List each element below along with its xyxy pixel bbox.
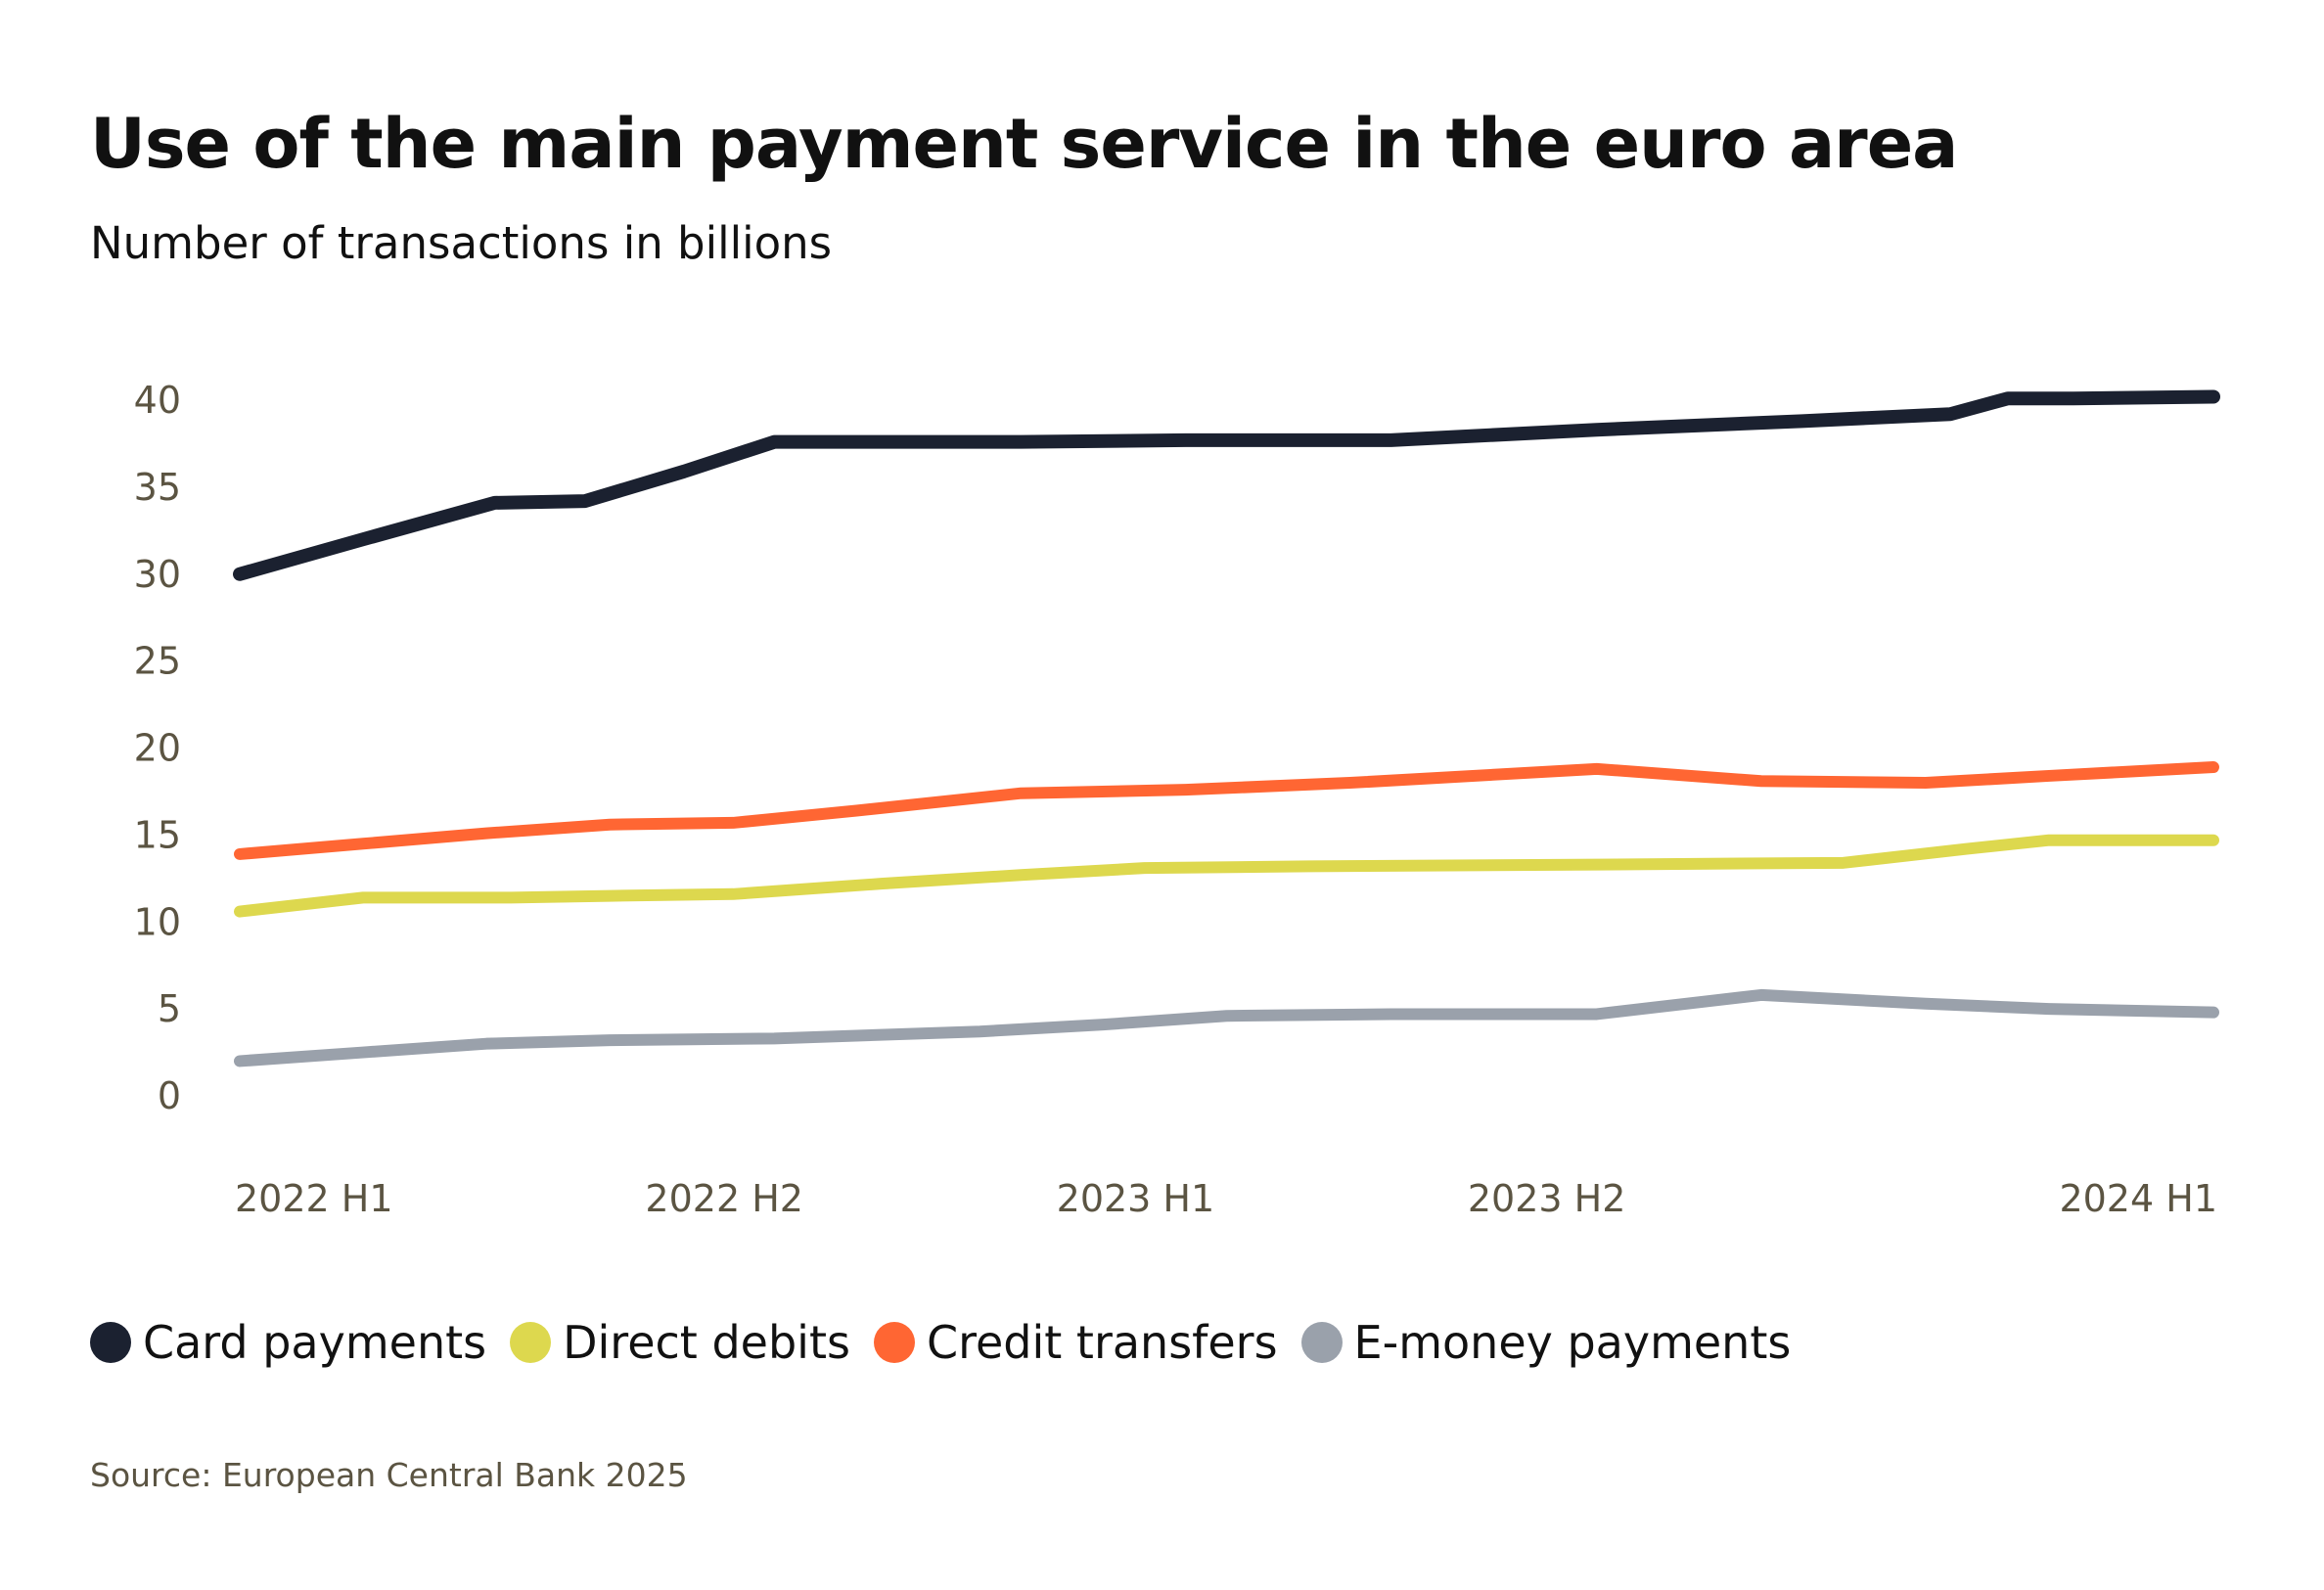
legend-dot-icon xyxy=(510,1322,552,1363)
y-tick-label: 0 xyxy=(158,1074,181,1117)
legend-label: Card payments xyxy=(143,1316,487,1369)
legend-item-direct-debits: Direct debits xyxy=(510,1316,850,1369)
legend-dot-icon xyxy=(1300,1322,1343,1363)
legend-label: Direct debits xyxy=(563,1316,850,1369)
y-tick-label: 35 xyxy=(134,466,181,509)
y-tick-label: 40 xyxy=(134,379,181,422)
source-note: Source: European Central Bank 2025 xyxy=(90,1456,688,1494)
y-tick-label: 10 xyxy=(134,900,181,943)
x-tick-label: 2022 H2 xyxy=(645,1177,803,1220)
legend-label: Credit transfers xyxy=(926,1316,1278,1369)
chart-subtitle: Number of transactions in billions xyxy=(90,217,833,269)
y-tick-label: 20 xyxy=(134,727,181,770)
series-lines xyxy=(233,389,2220,1068)
legend-dot-icon xyxy=(873,1322,915,1363)
y-axis-ticks: 0 5 10 15 20 25 30 35 40 xyxy=(134,379,181,1117)
legend-item-card-payments: Card payments xyxy=(90,1316,486,1369)
legend-label: E-money payments xyxy=(1353,1316,1792,1369)
x-tick-label: 2023 H1 xyxy=(1057,1177,1215,1220)
y-tick-label: 25 xyxy=(134,640,181,683)
legend-item-credit-transfers: Credit transfers xyxy=(873,1316,1278,1369)
y-tick-label: 5 xyxy=(158,987,181,1030)
series-line-credit-transfers xyxy=(234,761,2219,860)
legend-dot-icon xyxy=(90,1322,131,1363)
legend: Card payments Direct debits Credit transfe… xyxy=(90,1316,1814,1369)
y-tick-label: 30 xyxy=(134,553,181,596)
chart-title: Use of the main payment service in the e… xyxy=(90,104,1958,184)
series-line-card-payments xyxy=(233,389,2220,581)
x-tick-label: 2024 H1 xyxy=(2059,1177,2217,1220)
legend-item-e-money-payments: E-money payments xyxy=(1300,1316,1792,1369)
y-tick-label: 15 xyxy=(134,813,181,856)
x-tick-label: 2023 H2 xyxy=(1468,1177,1626,1220)
x-axis-ticks: 2022 H1 2022 H2 2023 H1 2023 H2 2024 H1 xyxy=(235,1177,2217,1220)
series-line-direct-debits xyxy=(234,834,2219,918)
x-tick-label: 2022 H1 xyxy=(235,1177,393,1220)
series-line-e-money-payments xyxy=(234,988,2219,1068)
